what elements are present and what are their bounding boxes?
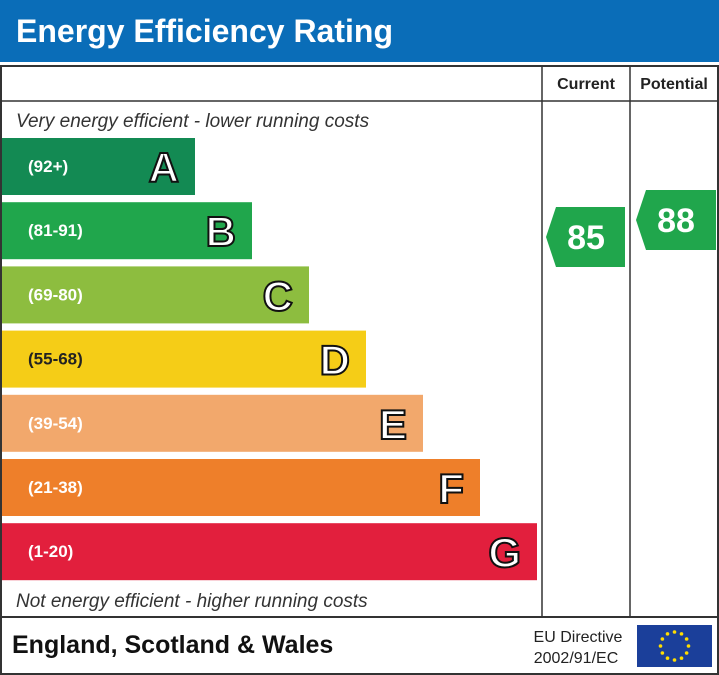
top-note: Very energy efficient - lower running co… [16, 111, 370, 132]
eu-stars [658, 630, 691, 662]
current-arrow [546, 207, 625, 267]
band-range: (39-54) [28, 414, 83, 433]
star [672, 630, 677, 634]
potential-rating: 88 [657, 202, 695, 240]
column-header: Potential [640, 76, 708, 93]
band-range: (1-20) [28, 542, 73, 561]
star [686, 644, 691, 648]
band [2, 330, 366, 388]
current-rating: 85 [567, 219, 605, 257]
band-range: (55-68) [28, 350, 83, 369]
band-letter: E [379, 401, 407, 448]
band [2, 394, 423, 452]
star [665, 656, 670, 660]
band-range: (92+) [28, 157, 68, 176]
potential-arrow [636, 190, 716, 250]
star [658, 644, 663, 648]
directive: 2002/91/EC [534, 650, 619, 667]
star [660, 651, 665, 655]
star [679, 656, 684, 660]
star [684, 637, 689, 641]
star [684, 651, 689, 655]
band-range: (21-38) [28, 478, 83, 497]
band-letter: D [320, 337, 350, 384]
band-letter: G [488, 529, 521, 576]
star [679, 632, 684, 636]
star [665, 632, 670, 636]
band-letter: A [149, 144, 179, 191]
bottom-note: Not energy efficient - higher running co… [16, 591, 368, 612]
band-range: (81-91) [28, 221, 83, 240]
band [2, 266, 309, 324]
band-letter: F [438, 465, 464, 512]
band-letter: B [206, 208, 236, 255]
column-header: Current [557, 76, 615, 93]
directive: EU Directive [534, 629, 623, 646]
band-letter: C [263, 272, 293, 319]
band-range: (69-80) [28, 285, 83, 304]
title: Energy Efficiency Rating [16, 13, 393, 49]
region: England, Scotland & Wales [12, 631, 333, 659]
band [2, 459, 480, 516]
star [672, 658, 677, 662]
title-bar [0, 0, 719, 62]
star [660, 637, 665, 641]
band [2, 202, 252, 260]
band [2, 523, 537, 581]
frame [0, 65, 719, 675]
band [2, 138, 195, 195]
